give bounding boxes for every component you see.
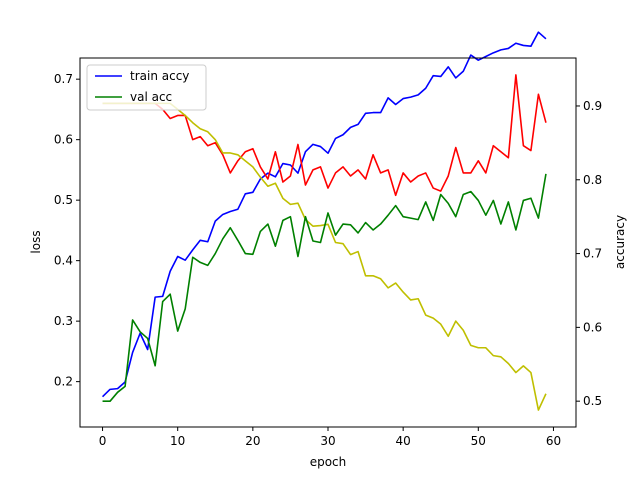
y-axis-left-label: loss <box>29 230 43 253</box>
x-tick-label: 0 <box>99 434 107 448</box>
series-line-val-acc <box>102 173 547 402</box>
x-tick-label: 10 <box>170 434 185 448</box>
y-right-tick-label: 0.5 <box>583 394 602 408</box>
x-tick-label: 20 <box>245 434 260 448</box>
y-left-tick-label: 0.2 <box>54 375 73 389</box>
legend-label-val-acc: val acc <box>130 90 172 104</box>
x-axis-label: epoch <box>310 455 347 469</box>
plot-background <box>80 58 576 427</box>
x-tick-label: 30 <box>320 434 335 448</box>
legend: train accy val acc <box>86 64 207 111</box>
y-right-tick-label: 0.8 <box>583 173 602 187</box>
y-axis-right-label: accuracy <box>613 215 627 269</box>
y-right-tick-label: 0.7 <box>583 247 602 261</box>
legend-label-train-accy: train accy <box>130 69 189 83</box>
y-left-tick-label: 0.3 <box>54 314 73 328</box>
y-left-tick-label: 0.6 <box>54 133 73 147</box>
series-line-train-accy <box>101 31 547 398</box>
x-tick-label: 60 <box>546 434 561 448</box>
x-tick-label: 50 <box>471 434 486 448</box>
y-right-tick-label: 0.6 <box>583 320 602 334</box>
y-left-tick-label: 0.4 <box>54 254 73 268</box>
x-tick-label: 40 <box>396 434 411 448</box>
series-line-train-loss <box>102 74 547 197</box>
y-left-tick-label: 0.7 <box>54 72 73 86</box>
y-left-tick-label: 0.5 <box>54 193 73 207</box>
y-right-tick-label: 0.9 <box>583 99 602 113</box>
